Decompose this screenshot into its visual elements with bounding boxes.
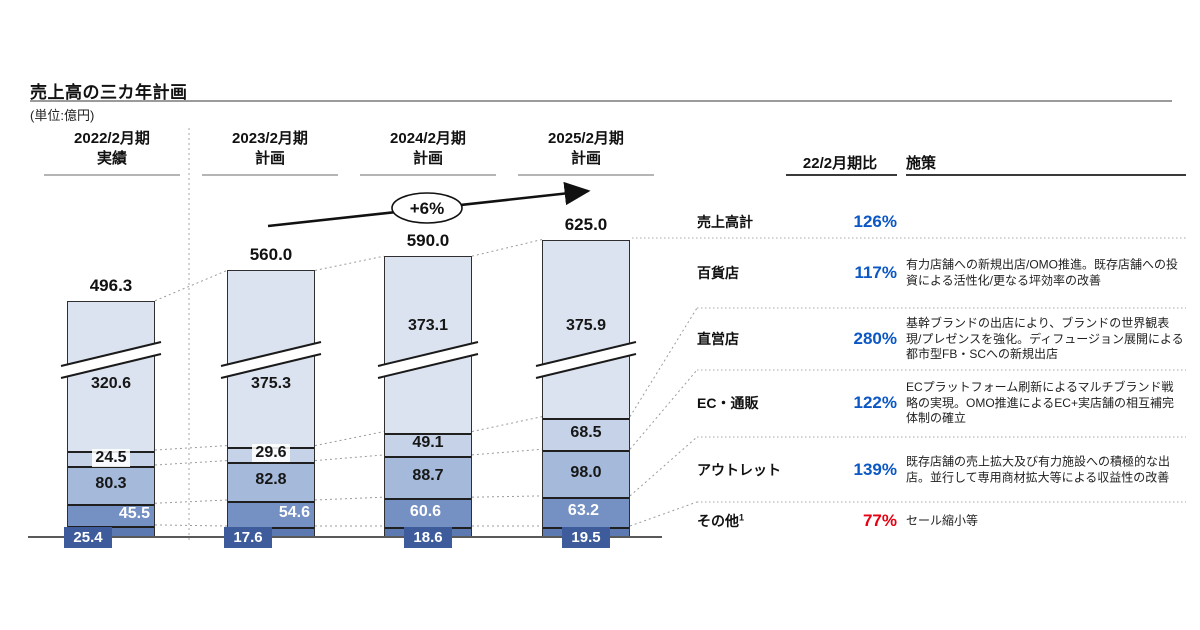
row-label: その他1	[697, 511, 744, 531]
row-label: 百貨店	[697, 263, 739, 283]
page-title: 売上高の三カ年計画	[30, 83, 188, 102]
bar-3-seg-hyakkaten	[543, 240, 629, 418]
row-measure: 既存店舗の売上拡大及び有力施設への積極的な出店。並行して専用商材拡大等による収益…	[906, 454, 1171, 485]
column-header-line1: 2024/2月期	[390, 130, 466, 147]
bar-3-seg-chokueiten	[543, 417, 629, 451]
measures-column-header: 施策	[906, 155, 937, 172]
row-ratio: 122%	[853, 393, 897, 412]
row-ratio: 117%	[854, 263, 897, 282]
column-header-line1: 2025/2月期	[548, 130, 624, 147]
row-label-text: 百貨店	[697, 265, 739, 281]
column-header-line1: 2022/2月期	[74, 130, 150, 147]
bar-1-seg-ec-tsuhan	[228, 461, 314, 501]
column-header-0: 2022/2月期 実績	[27, 129, 197, 169]
row-measure: 有力店舗への新規出店/OMO推進。既存店舗への投資による活性化/更なる坪効率の改…	[906, 257, 1178, 288]
column-header-2: 2024/2月期 計画	[343, 129, 513, 169]
row-label-text: その他	[697, 513, 739, 529]
row-label-text: 直営店	[697, 331, 739, 347]
row-label-footnote: 1	[739, 512, 745, 523]
ratio-header-underline	[786, 174, 897, 176]
bar-2025	[542, 239, 630, 538]
column-header-underline-3	[518, 174, 654, 176]
bar-3-seg-outlet	[543, 496, 629, 527]
row-label: 売上高計	[697, 212, 753, 232]
bar-2023	[227, 270, 315, 538]
bar-0-seg-hyakkaten	[68, 301, 154, 452]
column-header-3: 2025/2月期 計画	[501, 129, 671, 169]
row-label: EC・通販	[697, 393, 758, 413]
row-label: アウトレット	[697, 460, 781, 480]
ratio-column-header: 22/2月期比	[802, 155, 878, 172]
column-header-underline-2	[360, 174, 496, 176]
row-measure: ECプラットフォーム刷新によるマルチブランド戦略の実現。OMO推進によるEC+実…	[906, 379, 1174, 425]
bar-3-seg-ec-tsuhan	[543, 450, 629, 497]
bar-2-seg-ec-tsuhan	[385, 455, 471, 499]
bar-2-seg-sonota	[385, 526, 471, 538]
bar-1-seg-outlet	[228, 501, 314, 527]
row-ratio: 139%	[853, 460, 897, 479]
column-header-1: 2023/2月期 計画	[185, 129, 355, 169]
row-label-text: アウトレット	[697, 462, 781, 478]
row-ratio: 77%	[862, 511, 897, 530]
bar-1-seg-hyakkaten	[228, 271, 314, 447]
column-header-line2: 計画	[570, 150, 601, 167]
bar-3-seg-sonota	[543, 527, 629, 538]
bar-2-seg-outlet	[385, 498, 471, 527]
bar-0-seg-ec-tsuhan	[68, 466, 154, 505]
bar-2-seg-chokueiten	[385, 432, 471, 456]
row-label-text: 売上高計	[697, 214, 753, 230]
column-header-line2: 計画	[254, 150, 285, 167]
column-header-line2: 実績	[96, 150, 127, 167]
row-ratio: 280%	[853, 329, 897, 348]
measures-header-underline	[906, 174, 1186, 176]
row-label-text: EC・通販	[697, 395, 759, 411]
column-header-underline-1	[202, 174, 338, 176]
row-measure: 基幹ブランドの出店により、ブランドの世界観表現/プレゼンスを強化。ディフュージョ…	[906, 315, 1184, 361]
row-label: 直営店	[697, 329, 739, 349]
row-ratio: 126%	[853, 212, 897, 231]
bar-2022	[67, 300, 155, 538]
unit-note: (単位:億円)	[30, 108, 95, 123]
bar-0-seg-outlet	[68, 504, 154, 526]
row-measure: セール縮小等	[906, 513, 979, 528]
bar-1-seg-sonota	[228, 526, 314, 538]
bar-0-seg-chokueiten	[68, 451, 154, 467]
column-header-line1: 2023/2月期	[232, 130, 308, 147]
column-header-underline-0	[44, 174, 180, 176]
title-underline	[30, 100, 1172, 102]
bar-0-seg-sonota	[68, 525, 154, 538]
column-header-line2: 計画	[412, 150, 443, 167]
bar-2024	[384, 256, 472, 538]
bar-2-seg-hyakkaten	[385, 257, 471, 433]
bar-1-seg-chokueiten	[228, 446, 314, 462]
